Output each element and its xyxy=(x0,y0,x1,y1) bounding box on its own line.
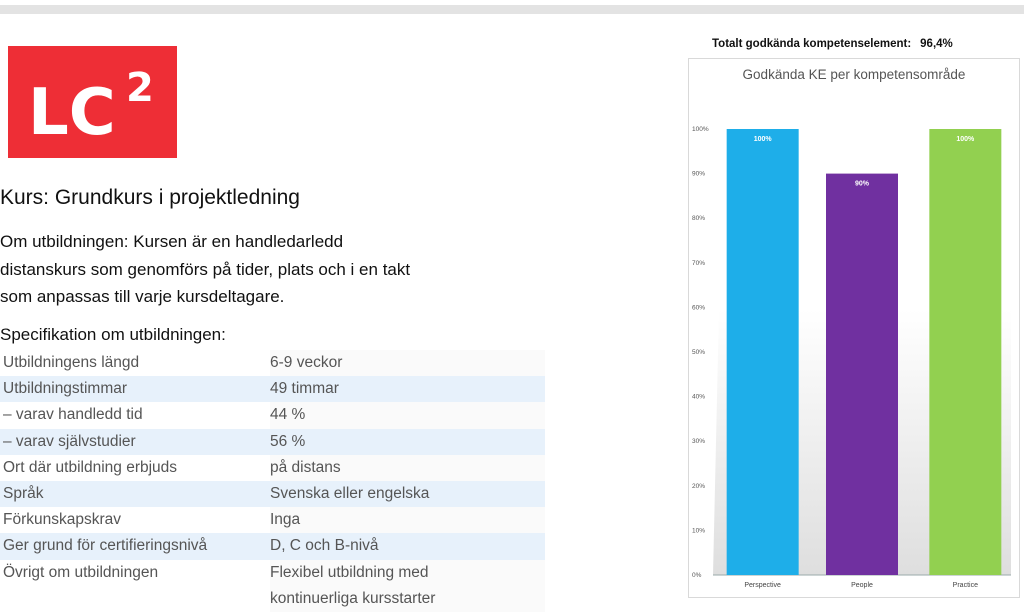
description-line: Om utbildningen: Kursen är en handledarl… xyxy=(0,232,344,251)
spec-value: 49 timmar xyxy=(270,376,545,403)
spec-value: 56 % xyxy=(270,428,545,455)
course-title: Kurs: Grundkurs i projektledning xyxy=(0,186,300,209)
spec-value-line: kontinuerliga kursstarter xyxy=(270,589,436,607)
table-row: Ger grund för certifieringsnivå D, C och… xyxy=(0,533,545,560)
y-tick-label: 80% xyxy=(692,215,705,222)
spec-label: – varav självstudier xyxy=(0,428,270,455)
y-tick-label: 100% xyxy=(692,126,709,133)
bar xyxy=(726,129,799,575)
spec-value-line: Flexibel utbildning med xyxy=(270,563,429,581)
spec-label: Språk xyxy=(0,481,270,508)
y-tick-label: 60% xyxy=(692,304,705,311)
x-tick-label: Perspective xyxy=(744,582,781,589)
chart-container: Godkända KE per kompetensområde 0% 10% 20%… xyxy=(688,58,1020,598)
y-tick-label: 50% xyxy=(692,349,705,356)
description-line: distanskurs som genomförs på tider, plat… xyxy=(0,259,411,279)
logo-text: LC xyxy=(28,76,116,150)
bar xyxy=(929,129,1002,575)
y-tick-label: 0% xyxy=(692,572,702,579)
spec-label: Ger grund för certifieringsnivå xyxy=(0,533,270,560)
bar xyxy=(826,173,898,575)
spec-label: Utbildningstimmar xyxy=(0,376,270,403)
spec-value: Inga xyxy=(270,507,545,534)
total-label: Totalt godkända kompetenselement: xyxy=(712,38,912,50)
chart-title: Godkända KE per kompetensområde xyxy=(742,67,966,82)
spec-label: Övrigt om utbildningen xyxy=(3,563,159,581)
course-description: Om utbildningen: Kursen är en handledarl… xyxy=(0,228,480,311)
spec-value: 6-9 veckor xyxy=(270,350,545,377)
lc2-logo: LC 2 xyxy=(8,46,177,158)
x-tick-label: People xyxy=(851,582,873,589)
bar-data-label: 100% xyxy=(754,136,773,143)
spec-label: Ort där utbildning erbjuds xyxy=(3,458,178,476)
top-divider xyxy=(0,5,1024,14)
table-row: Förkunskapskrav Inga xyxy=(0,507,545,534)
y-tick-label: 10% xyxy=(692,527,705,534)
spec-value: D, C och B-nivå xyxy=(270,533,545,560)
table-row: Språk Svenska eller engelska xyxy=(0,481,545,508)
table-row: Utbildningstimmar 49 timmar xyxy=(0,376,545,403)
spec-label: – varav handledd tid xyxy=(3,406,143,424)
y-tick-label: 20% xyxy=(692,483,705,490)
bar-data-label: 100% xyxy=(956,136,975,143)
x-tick-label: Practice xyxy=(953,582,978,589)
spec-value: Svenska eller engelska xyxy=(270,481,545,508)
y-tick-label: 30% xyxy=(692,438,705,445)
bar-chart: 0% 10% 20% 30% 40% 50% 60% 70% 80% 90% 100% 100% Per… xyxy=(692,126,1011,589)
spec-table: Utbildningens längd 6-9 veckor Utbildnin… xyxy=(0,350,545,612)
spec-heading: Specifikation om utbildningen: xyxy=(0,325,226,344)
spec-label: Förkunskapskrav xyxy=(3,511,122,529)
y-tick-label: 70% xyxy=(692,260,705,267)
total-approved: Totalt godkända kompetenselement: 96,4% xyxy=(712,38,953,50)
table-row: Utbildningens längd 6-9 veckor xyxy=(0,350,545,377)
table-row: Ort där utbildning erbjuds på distans xyxy=(0,454,545,482)
y-tick-label: 40% xyxy=(692,394,705,401)
table-row: – varav handledd tid 44 % xyxy=(0,402,545,429)
spec-value: Flexibel utbildning med kontinuerliga ku… xyxy=(270,559,545,612)
y-tick-label: 90% xyxy=(692,171,705,178)
spec-value: på distans xyxy=(270,454,545,482)
logo-superscript: 2 xyxy=(126,65,154,111)
table-row: Övrigt om utbildningen Flexibel utbildni… xyxy=(0,559,545,612)
spec-label: Utbildningens längd xyxy=(3,354,140,371)
description-line: som anpassas till varje kursdeltagare. xyxy=(0,287,285,306)
table-row: – varav självstudier 56 % xyxy=(0,428,545,455)
spec-value: 44 % xyxy=(270,402,545,429)
total-value: 96,4% xyxy=(920,38,953,50)
bar-data-label: 90% xyxy=(855,181,870,188)
